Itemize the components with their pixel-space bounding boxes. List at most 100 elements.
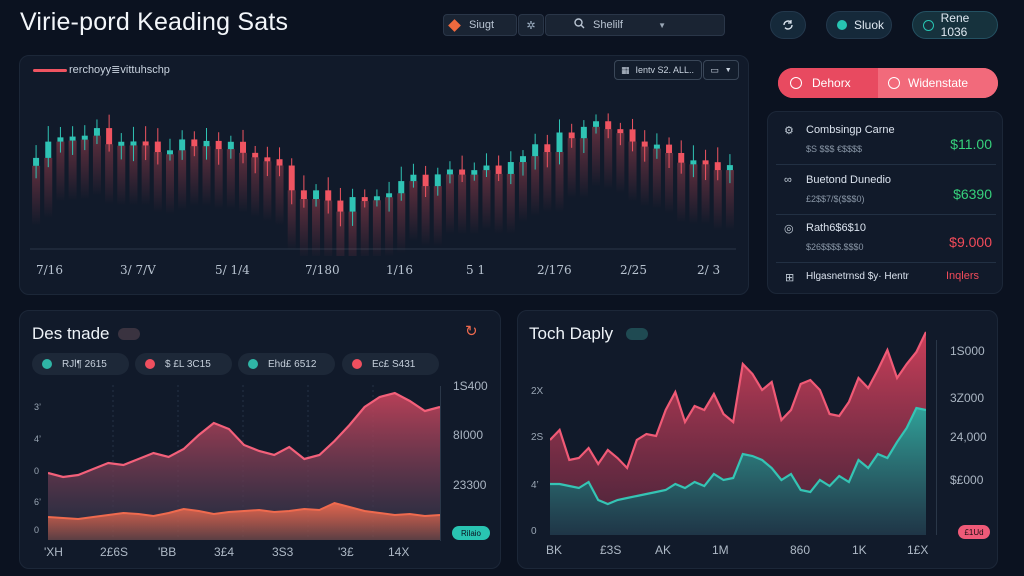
- diamond-icon: [448, 18, 461, 32]
- candle-glow: [372, 200, 381, 256]
- x-tick-label: 3£4: [214, 545, 235, 559]
- divider: [776, 164, 996, 165]
- refresh-icon[interactable]: ↻: [465, 323, 478, 340]
- axis-divider: [440, 386, 441, 541]
- filter-chip[interactable]: Ehd£ 6512: [238, 353, 335, 375]
- candle-body: [227, 141, 234, 150]
- y-tick-left: 2S: [531, 432, 544, 443]
- candle-glow: [409, 181, 418, 242]
- clock-icon: [790, 77, 802, 89]
- series-area-lower: [48, 503, 440, 540]
- account-pill-button[interactable]: Rene 1036: [912, 11, 998, 39]
- trade-panel-title: Des tnade: [32, 324, 110, 343]
- position-value[interactable]: $9.000: [949, 234, 992, 250]
- candle-body: [714, 162, 721, 171]
- candle-glow: [458, 174, 467, 235]
- candle-glow: [421, 186, 430, 247]
- x-tick-label: 2/ 3: [697, 263, 721, 277]
- candlestick-panel: [19, 55, 749, 295]
- y-tick-right: 24,000: [950, 430, 987, 444]
- candle-body: [240, 141, 247, 153]
- candle-body: [373, 196, 380, 201]
- market-select-segment[interactable]: Siugt: [443, 14, 517, 36]
- trade-badge[interactable]: Rilaio: [452, 526, 490, 540]
- candle-glow: [92, 135, 101, 196]
- candle-glow: [725, 170, 734, 231]
- candle-body: [33, 157, 40, 166]
- candle-glow: [555, 152, 564, 213]
- candle-body: [81, 135, 88, 140]
- segment-left-label: Siugt: [469, 19, 495, 31]
- x-tick-label: 1K: [852, 543, 867, 557]
- candle-body: [422, 174, 429, 187]
- filter-chip[interactable]: RJl¶ 2615: [32, 353, 129, 375]
- candle-body: [349, 197, 356, 212]
- footer-row-value[interactable]: Inqlers: [946, 270, 980, 282]
- chart-type-dropdown[interactable]: ▭ ▼: [703, 60, 739, 80]
- x-tick-label: 2/25: [620, 263, 647, 277]
- filter-chip[interactable]: $ £L 3C15: [135, 353, 232, 375]
- x-tick-label: '3£: [338, 545, 354, 559]
- candle-glow: [129, 145, 138, 206]
- footer-row-label: Hlgasnetrnsd $y· Hentr: [806, 271, 909, 282]
- candle-body: [325, 190, 332, 201]
- candle-glow: [251, 157, 260, 218]
- x-tick-label: 'BB: [158, 545, 177, 559]
- sliders-icon: ⚙: [784, 125, 794, 137]
- candle-glow: [214, 149, 223, 210]
- x-tick-label: 7/16: [36, 263, 63, 277]
- tools-button[interactable]: ✲: [518, 14, 544, 36]
- toggle-right-option[interactable]: Widenstate: [878, 68, 998, 98]
- view-toggle[interactable]: Dehorx Widenstate: [778, 68, 998, 98]
- timeframe-chip[interactable]: ▦ Ientv S2. ALL..: [614, 60, 702, 80]
- candle-body: [252, 152, 259, 158]
- axis-divider: [936, 340, 937, 535]
- refresh-button[interactable]: [770, 11, 806, 39]
- stock-pill-label: Sluok: [854, 18, 885, 32]
- candle-body: [45, 141, 52, 158]
- filter-label: $ £L 3C15: [165, 358, 211, 370]
- candle-glow: [628, 141, 637, 202]
- candle-glow: [239, 152, 248, 213]
- position-name: Combsingp Carne: [806, 124, 895, 136]
- depth-panel-title: Toch Daply: [529, 324, 614, 343]
- filter-chip[interactable]: Ec£ S431: [342, 353, 439, 375]
- candle-glow: [105, 144, 114, 205]
- candle-body: [446, 169, 453, 175]
- candle-body: [593, 121, 600, 127]
- y-tick-left: 0: [531, 526, 537, 537]
- page-title: Virie-pord Keading Sats: [20, 8, 289, 36]
- candle-body: [690, 160, 697, 165]
- toggle-left-option[interactable]: Dehorx: [778, 68, 878, 98]
- series-line-upper: [48, 391, 440, 479]
- x-tick-label: 5 1: [466, 263, 486, 277]
- position-name: Rath6$6$10: [806, 222, 866, 234]
- toggle-right-label: Widenstate: [908, 76, 969, 90]
- candle-body: [495, 165, 502, 174]
- stock-pill-button[interactable]: Sluok: [826, 11, 892, 39]
- candle-body: [568, 132, 575, 139]
- candle-glow: [80, 139, 89, 200]
- candle-body: [142, 141, 149, 146]
- y-tick-right: $£000: [950, 473, 984, 487]
- y-tick-left: 3’: [34, 402, 42, 412]
- candle-body: [580, 126, 587, 139]
- candle-body: [459, 169, 466, 175]
- filter-label: Ec£ S431: [372, 358, 416, 370]
- y-tick-left: 2X: [531, 386, 544, 397]
- candle-glow: [385, 197, 394, 256]
- search-select[interactable]: Shelilf ▼: [545, 14, 725, 36]
- candle-body: [678, 152, 685, 163]
- y-tick-right: 1S400: [453, 379, 488, 393]
- candle-glow: [141, 145, 150, 206]
- candle-body: [69, 136, 76, 141]
- candle-body: [617, 129, 624, 134]
- position-value[interactable]: $11.00: [950, 136, 992, 152]
- candle-body: [57, 137, 64, 142]
- candle-glow: [153, 152, 162, 213]
- position-value[interactable]: $6390: [953, 186, 992, 202]
- depth-badge[interactable]: £1Ud: [958, 525, 990, 539]
- candle-body: [398, 181, 405, 194]
- candle-glow: [640, 146, 649, 207]
- candle-glow: [360, 201, 369, 256]
